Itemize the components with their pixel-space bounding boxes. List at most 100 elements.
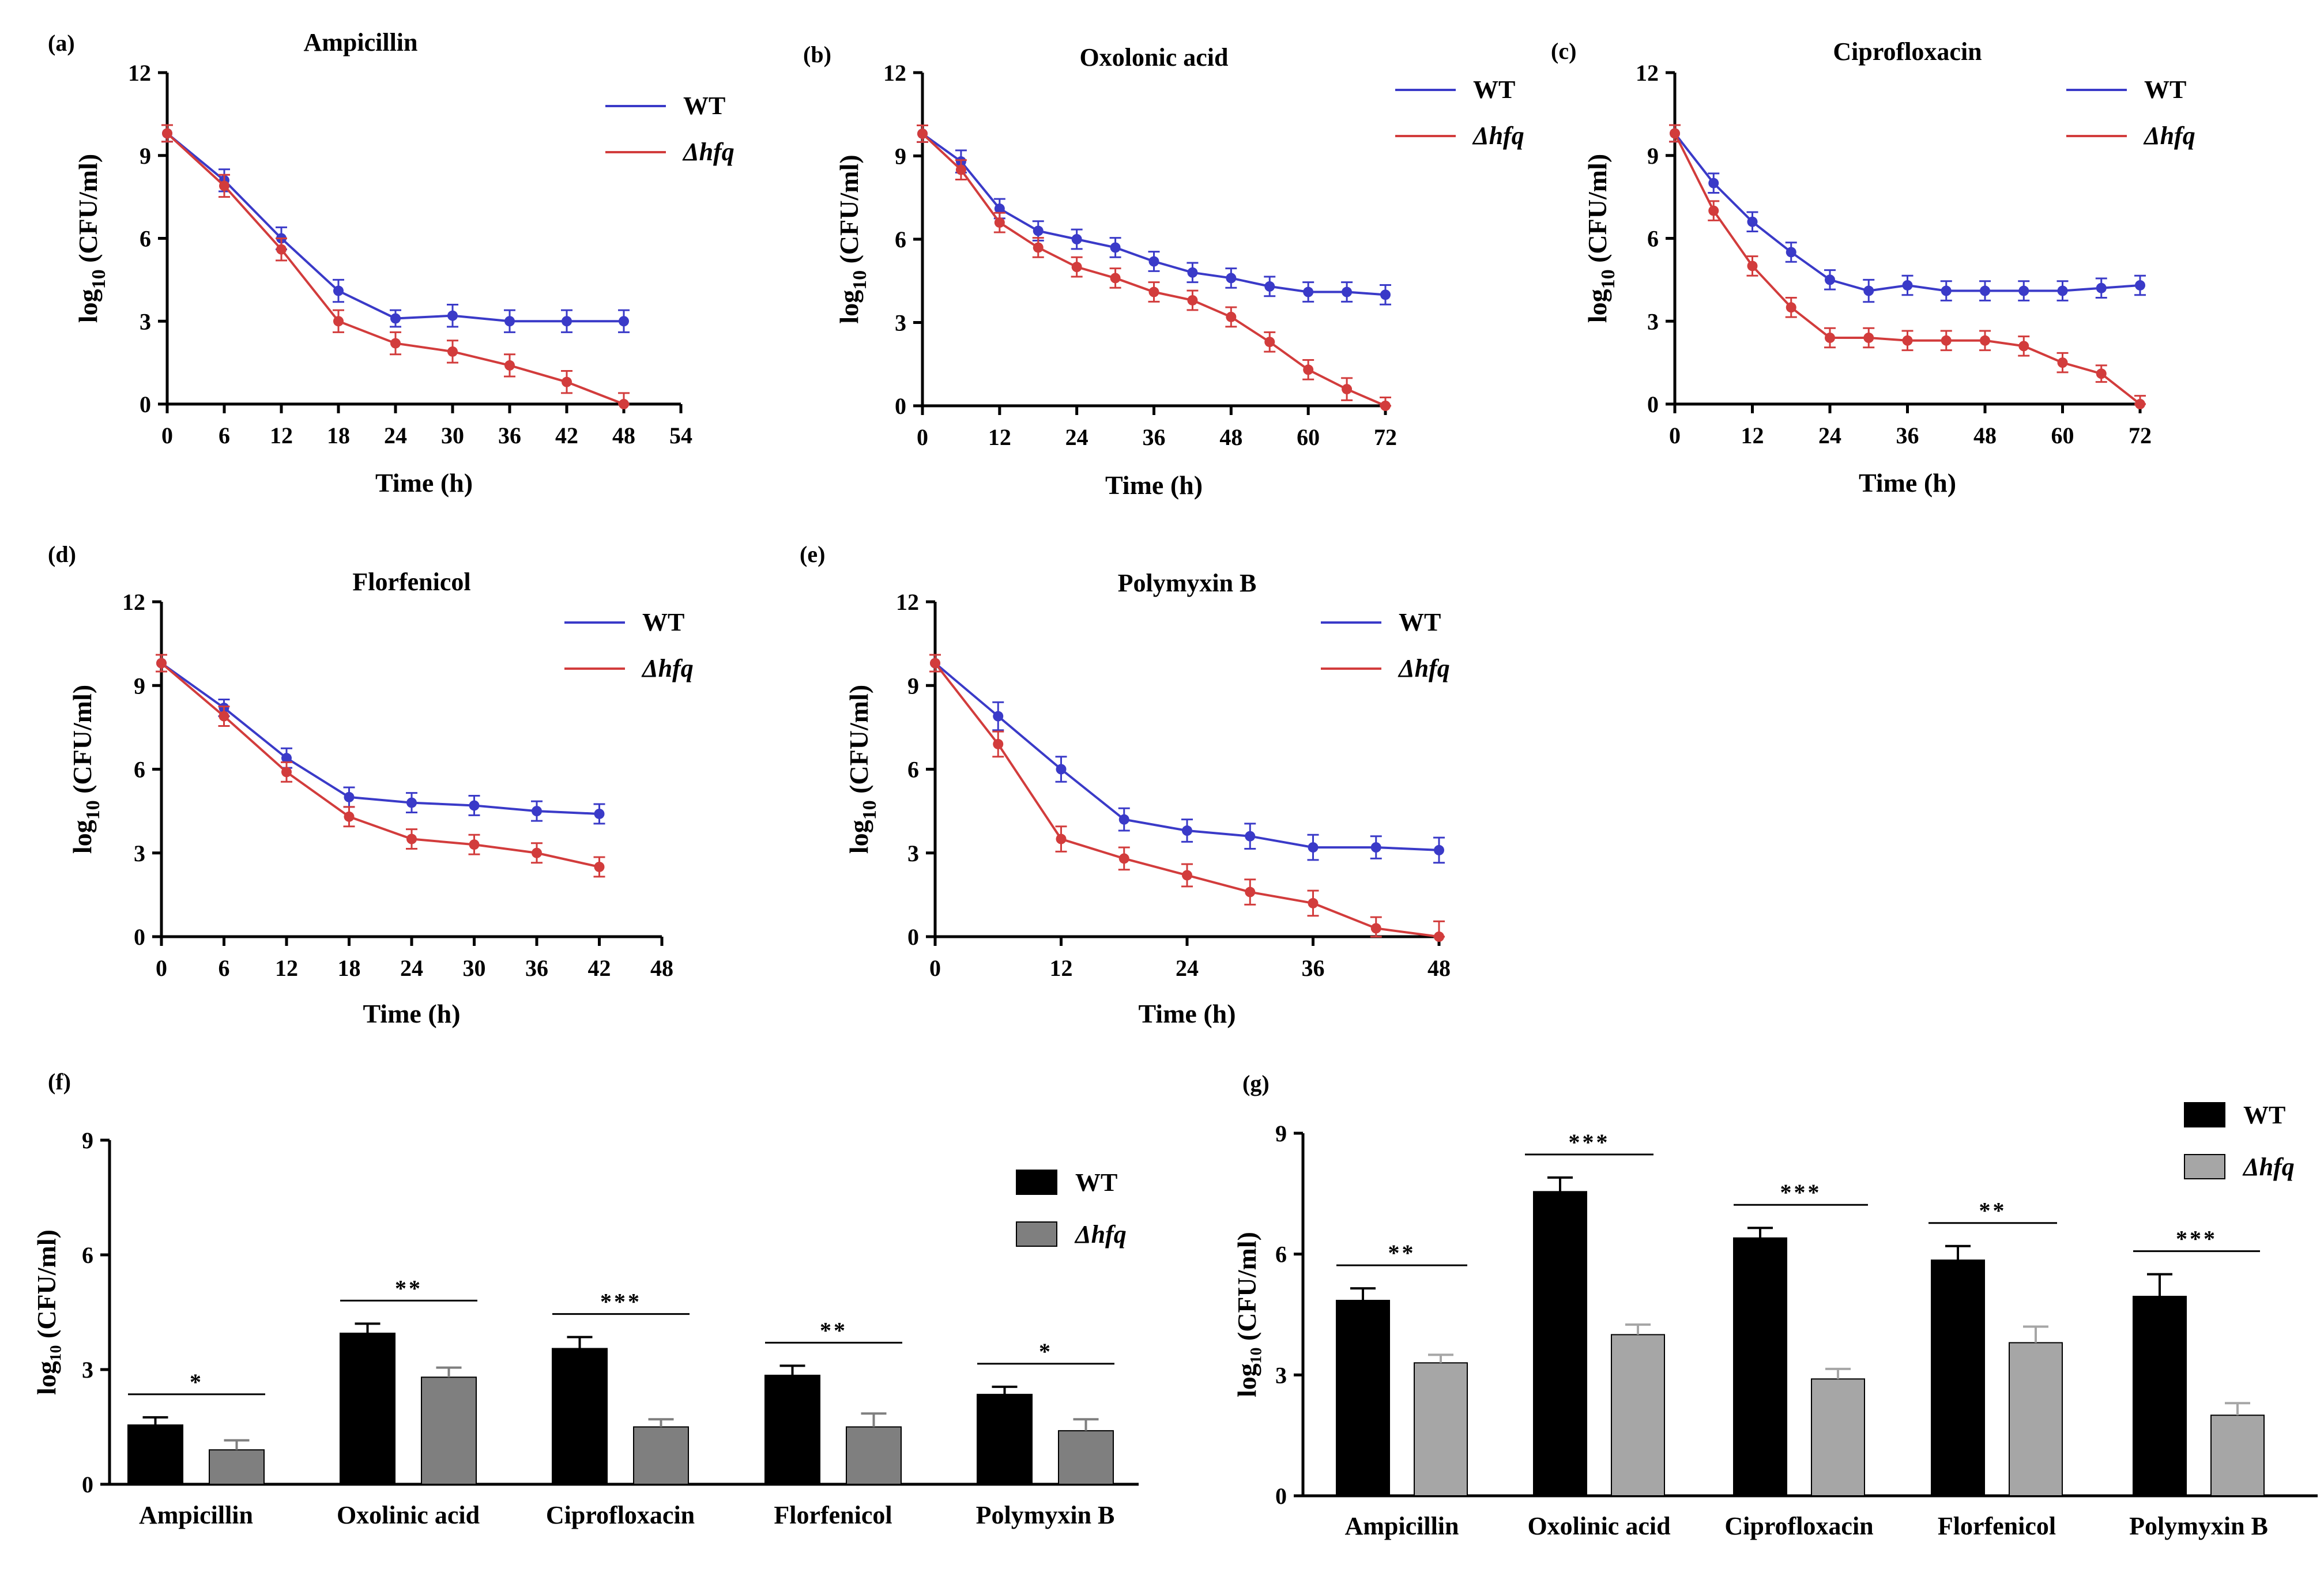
y-tick-label: 12: [1636, 60, 1659, 86]
y-tick-label: 6: [82, 1242, 93, 1268]
y-tick-label: 3: [82, 1357, 93, 1383]
y-tick-label: 3: [134, 840, 145, 866]
panel-label: (c): [1551, 38, 1576, 64]
y-tick-label: 9: [140, 143, 151, 169]
data-point: [1670, 128, 1680, 139]
data-point: [1980, 285, 1990, 296]
data-point: [1902, 335, 1913, 346]
bar-group: Ciprofloxacin ***: [546, 1289, 695, 1529]
x-tick-label: 48: [1973, 423, 1997, 448]
data-point: [1056, 764, 1067, 775]
legend-label: Δhfq: [1074, 1220, 1127, 1249]
category-label: Polymyxin B: [2129, 1512, 2268, 1540]
bar-hfq: [846, 1426, 902, 1485]
data-point: [1303, 286, 1314, 297]
y-axis-label-sub: 10: [849, 270, 871, 290]
data-point: [1226, 273, 1237, 284]
legend-label: WT: [1399, 608, 1441, 636]
x-tick-label: 12: [270, 423, 293, 448]
bar-group: Ampicillin **: [1336, 1240, 1468, 1540]
data-point: [1786, 302, 1796, 313]
y-tick-label: 0: [82, 1472, 93, 1498]
panel-label: (e): [800, 541, 825, 567]
x-tick-label: 6: [219, 423, 230, 448]
y-tick-label: 6: [140, 226, 151, 252]
y-axis-label-log: log: [844, 820, 873, 854]
x-tick-label: 0: [917, 424, 928, 450]
data-point: [1902, 280, 1913, 291]
data-point: [1187, 267, 1198, 278]
data-point: [276, 244, 287, 255]
bar-wt: [2133, 1296, 2187, 1497]
x-tick-label: 18: [338, 955, 361, 981]
x-tick-label: 72: [2129, 423, 2152, 448]
data-point: [1308, 897, 1319, 908]
legend-label: Δhfq: [2143, 122, 2195, 150]
panel-label: (d): [48, 541, 76, 567]
data-point: [619, 316, 629, 327]
category-label: Polymyxin B: [976, 1501, 1115, 1529]
data-point: [504, 316, 515, 327]
y-tick-label: 12: [122, 589, 145, 615]
data-point: [1941, 285, 1952, 296]
y-tick-label: 12: [128, 60, 151, 86]
x-tick-label: 36: [525, 955, 548, 981]
data-point: [1182, 870, 1192, 881]
bar-hfq: [2009, 1342, 2063, 1496]
x-tick-label: 0: [929, 955, 941, 981]
x-tick-label: 48: [612, 423, 635, 448]
data-point: [1264, 281, 1275, 292]
x-tick-label: 72: [1374, 424, 1397, 450]
legend-label: WT: [2144, 76, 2186, 104]
y-tick-label: 9: [895, 144, 906, 169]
y-tick-label: 9: [134, 673, 145, 699]
data-point: [1148, 286, 1159, 297]
y-tick-label: 3: [1275, 1362, 1287, 1388]
legend: WT Δhfq: [2184, 1101, 2295, 1181]
y-axis-label-sub: 10: [88, 269, 110, 289]
x-tick-label: 42: [588, 955, 611, 981]
y-tick-label: 9: [1647, 143, 1659, 169]
data-point: [2057, 285, 2068, 296]
data-point: [1708, 178, 1719, 188]
x-tick-label: 18: [327, 423, 350, 448]
y-tick-label: 0: [134, 924, 145, 950]
x-axis-label: Time (h): [1105, 470, 1203, 500]
chart-title: Oxolonic acid: [1080, 43, 1229, 71]
x-tick-label: 12: [275, 955, 298, 981]
y-axis-label: log₁₀ (CFU/ml): [32, 1229, 61, 1395]
y-tick-label: 3: [907, 840, 919, 866]
y-axis-label-log: log: [834, 290, 864, 324]
data-point: [1118, 853, 1129, 864]
data-point: [993, 711, 1004, 722]
significance-marker: **: [395, 1275, 423, 1301]
data-point: [281, 753, 292, 764]
x-tick-label: 24: [1818, 423, 1841, 448]
data-point: [993, 738, 1004, 749]
bar-hfq: [209, 1449, 265, 1485]
data-point: [1434, 844, 1444, 855]
significance-marker: ***: [1780, 1179, 1822, 1205]
x-tick-label: 60: [1297, 424, 1320, 450]
legend-swatch: [1016, 1221, 1057, 1247]
data-point: [406, 797, 417, 808]
data-point: [447, 310, 458, 321]
data-point: [156, 658, 167, 669]
data-point: [333, 316, 344, 327]
series-line: [934, 662, 1440, 938]
chart-title: Polymyxin B: [1118, 569, 1257, 597]
y-tick-label: 0: [140, 391, 151, 417]
bar-wt: [552, 1348, 608, 1485]
data-point: [1264, 337, 1275, 348]
data-point: [1370, 923, 1381, 934]
data-point: [1370, 842, 1381, 853]
series-line: [1674, 133, 2141, 405]
x-tick-label: 36: [498, 423, 521, 448]
y-axis-label-log: log: [73, 289, 103, 323]
data-point: [390, 338, 401, 349]
data-point: [1747, 216, 1758, 227]
x-tick-label: 12: [1741, 423, 1764, 448]
bar-hfq: [1611, 1334, 1665, 1496]
x-tick-label: 0: [161, 423, 173, 448]
